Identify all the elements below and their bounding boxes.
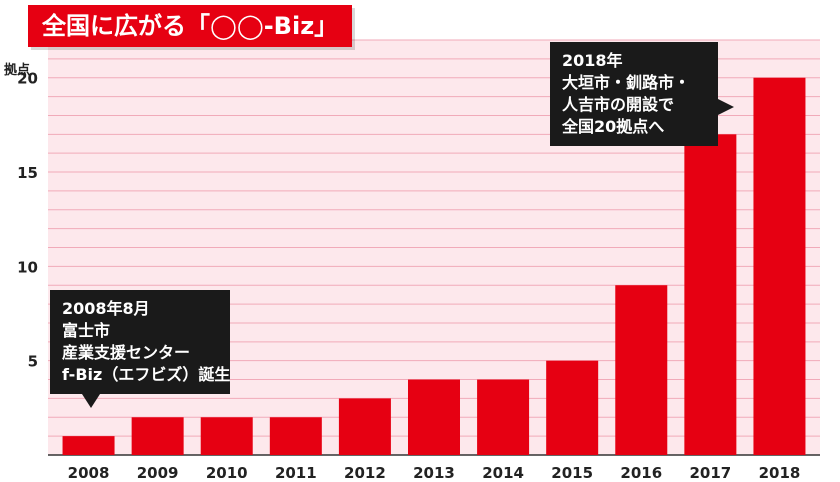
callout-line: 2008年8月 (62, 299, 150, 318)
bar-2014 (477, 379, 530, 455)
callout-line: 大垣市・釧路市・ (562, 73, 691, 92)
bar-2012 (338, 398, 391, 455)
x-tick-label: 2013 (413, 464, 455, 482)
x-tick-label: 2008 (68, 464, 110, 482)
callout-2018: 2018年 大垣市・釧路市・ 人吉市の開設で 全国20拠点へ (550, 42, 718, 146)
x-tick-label: 2009 (137, 464, 179, 482)
callout-2008-pointer (82, 394, 100, 408)
bar-2008 (62, 436, 115, 455)
y-tick-label: 15 (17, 164, 38, 182)
bar-2009 (131, 417, 184, 455)
callout-2008: 2008年8月 富士市 産業支援センター f-Biz（エフビズ）誕生 (50, 290, 230, 394)
y-axis-labels: 5 10 15 20 (17, 70, 38, 371)
x-tick-label: 2012 (344, 464, 386, 482)
callout-2018-pointer (716, 98, 734, 116)
bar-2015 (546, 360, 599, 455)
callout-line: 富士市 (62, 321, 111, 340)
x-tick-label: 2015 (551, 464, 593, 482)
callout-line: 全国20拠点へ (562, 117, 665, 136)
y-tick-label: 20 (17, 70, 38, 88)
bar-2011 (269, 417, 322, 455)
bar-2017 (684, 134, 737, 455)
x-tick-label: 2018 (759, 464, 801, 482)
x-tick-label: 2011 (275, 464, 317, 482)
x-tick-label: 2014 (482, 464, 524, 482)
y-tick-label: 5 (28, 353, 38, 371)
bars (62, 77, 806, 456)
callout-line: 産業支援センター (62, 343, 191, 362)
bar-2013 (408, 379, 460, 455)
x-tick-label: 2017 (689, 464, 731, 482)
y-tick-label: 10 (17, 258, 38, 276)
x-tick-label: 2010 (206, 464, 248, 482)
callout-line: 人吉市の開設で (562, 95, 675, 114)
x-axis-labels: 2008 2009 2010 2011 2012 2013 2014 2015 2016 2017… (68, 464, 801, 482)
chart-title: 全国に広がる「◯◯-Biz」 (28, 5, 353, 47)
bar-2018 (753, 77, 806, 456)
y-axis-title: 拠点 (4, 62, 30, 78)
x-tick-label: 2016 (620, 464, 662, 482)
bar-2016 (615, 285, 668, 455)
callout-line: 2018年 (562, 51, 623, 70)
bar-2010 (200, 417, 253, 455)
callout-line: f-Biz（エフビズ）誕生 (62, 365, 231, 384)
